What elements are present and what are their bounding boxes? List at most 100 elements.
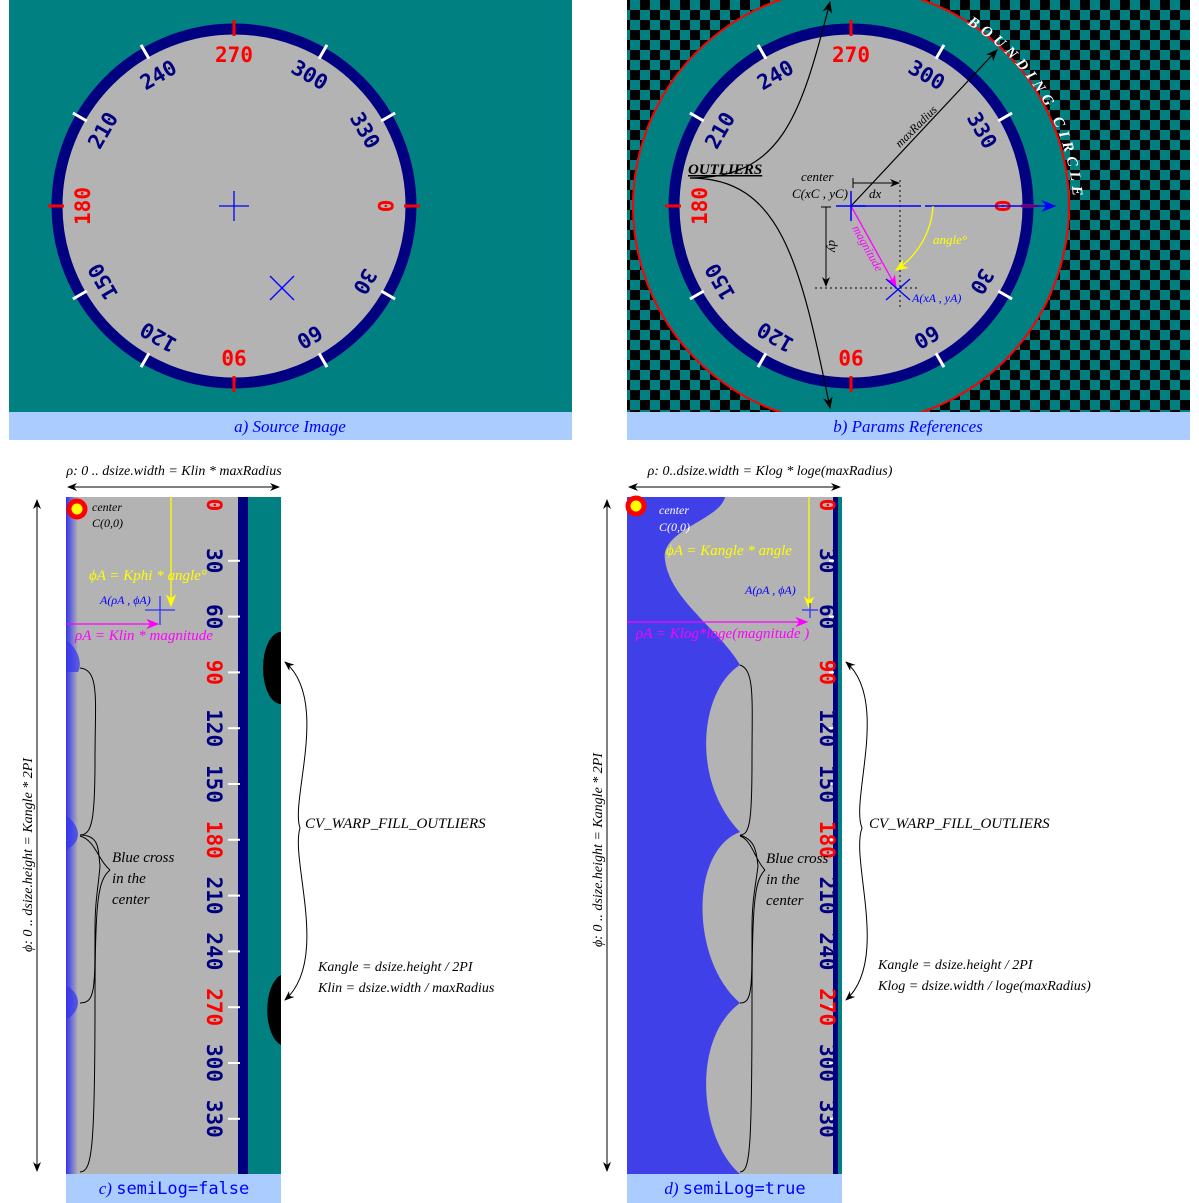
scale-label: 120 (815, 709, 839, 747)
dial-tick (934, 352, 946, 368)
blue-cross-label-1: Blue cross (766, 851, 829, 867)
scale-label: 180 (815, 821, 839, 859)
scale-label: 240 (202, 932, 226, 970)
scale-label: 0 (815, 499, 839, 512)
point-a-label: A(ρA , ϕA) (99, 593, 151, 607)
dial-tick (756, 352, 768, 368)
scale-label: 210 (815, 877, 839, 915)
blue-bumps (66, 640, 80, 1020)
dial-tick (997, 111, 1013, 123)
dial-label: 90 (838, 345, 863, 369)
angle-scale: 0 30 60 90 120 150 180 210 240 270 300 330 (202, 499, 240, 1138)
dial-label: 270 (832, 43, 870, 67)
phi-formula: ϕA = Kphi * angle° (89, 568, 207, 584)
center-marker (625, 495, 647, 517)
scale-label: 30 (202, 548, 226, 573)
klin-formula: Klin = dsize.width / maxRadius (317, 981, 495, 996)
outliers-arrow-up (689, 0, 832, 179)
scale-label: 240 (815, 932, 839, 970)
dial-tick (317, 44, 329, 60)
fill-outliers-arrow (845, 661, 868, 1001)
blue-cross-center (836, 191, 866, 221)
dial-tick (756, 44, 768, 60)
scale-label: 150 (202, 765, 226, 803)
fill-outliers-label: CV_WARP_FILL_OUTLIERS (869, 816, 1050, 832)
klog-formula: Klog = dsize.width / loge(maxRadius) (877, 979, 1091, 994)
scale-label: 300 (202, 1044, 226, 1082)
scale-label: 180 (202, 821, 226, 859)
dial-tick (139, 352, 151, 368)
annotations-c: ρ: 0 .. dsize.width = Klin * maxRadius ϕ… (21, 464, 495, 1203)
dial-label: 90 (221, 345, 246, 369)
scale-label: 0 (202, 499, 226, 512)
point-a-label: A(ρA , ϕA) (744, 583, 796, 597)
fill-outliers-arrow (284, 661, 308, 1001)
kangle-formula: Kangle = dsize.height / 2PI (877, 958, 1034, 973)
scale-label: 210 (202, 877, 226, 915)
center-coord-label: C(0,0) (659, 520, 690, 534)
blue-cross-center (219, 191, 249, 221)
phi-formula: ϕA = Kangle * angle (666, 543, 792, 559)
blue-cross-label-2: in the (112, 871, 146, 887)
center-label: center (801, 169, 834, 184)
dx-label: dx (869, 186, 882, 201)
rho-formula: ρA = Klog*loge(magnitude ) (635, 626, 809, 642)
angle-label: angle° (933, 232, 967, 247)
caption-bar (66, 1174, 281, 1203)
dial-tick (317, 352, 329, 368)
outlier-blue-region (627, 497, 740, 1174)
blue-cross-label-3: center (112, 892, 150, 908)
black-outlier-arcs (263, 632, 281, 1045)
dial-tick (139, 44, 151, 60)
height-label: ϕ: 0 .. dsize.height = Kangle * 2PI (591, 752, 606, 947)
caption: b) Params References (833, 417, 983, 436)
magnitude-arrow (850, 205, 897, 289)
dial-tick (72, 111, 88, 123)
caption-bar (627, 1174, 842, 1203)
blue-cross-label-3: center (766, 893, 804, 909)
angle-scale: 0 30 60 90 120 150 180 210 240 270 300 330 (815, 499, 839, 1138)
blue-cross-braces (79, 667, 111, 1173)
panel-semilog-false: 0 30 60 90 120 150 180 210 240 270 300 330 (66, 497, 281, 1174)
caption: a) Source Image (234, 417, 346, 436)
outliers-label: OUTLIERS (688, 162, 762, 178)
blue-x-point (269, 275, 295, 301)
center-coord-label: C(xC , yC) (792, 186, 848, 201)
annotations-d: ρ: 0..dsize.width = Klog * loge(maxRadiu… (591, 464, 1091, 1203)
caption: d) semiLog=true (664, 1179, 805, 1199)
dial-tick (997, 289, 1013, 301)
dial-label: 270 (215, 43, 253, 67)
width-label: ρ: 0..dsize.width = Klog * loge(maxRadiu… (647, 464, 893, 479)
caption-bar (9, 412, 572, 440)
height-label: ϕ: 0 .. dsize.height = Kangle * 2PI (21, 757, 36, 952)
scale-label: 90 (815, 660, 839, 685)
angle-arc (894, 205, 934, 271)
center-coord-label: C(0,0) (92, 516, 123, 530)
center-label: center (92, 500, 122, 514)
scale-label: 30 (815, 548, 839, 573)
teal-strip (838, 497, 842, 1174)
dial-tick (934, 44, 946, 60)
scale-label: 90 (202, 660, 226, 685)
dial-tick (380, 289, 396, 301)
scale-label: 270 (815, 988, 839, 1026)
blue-cross-braces (739, 664, 766, 1173)
dial-tick (689, 289, 705, 301)
dial-label: 0 (373, 200, 397, 213)
dial-label: 180 (71, 187, 95, 225)
scale-label: 330 (202, 1100, 226, 1138)
center-marker (66, 498, 88, 520)
caption-bar (627, 412, 1190, 440)
scale-label: 120 (202, 709, 226, 747)
blue-cross-point (145, 596, 175, 625)
dial-tick (72, 289, 88, 301)
scale-label: 330 (815, 1100, 839, 1138)
blue-x-point (885, 278, 911, 301)
scale-label: 150 (815, 765, 839, 803)
blue-cross-label-2: in the (766, 872, 800, 888)
scale-label: 300 (815, 1044, 839, 1082)
navy-strip (833, 497, 838, 1174)
